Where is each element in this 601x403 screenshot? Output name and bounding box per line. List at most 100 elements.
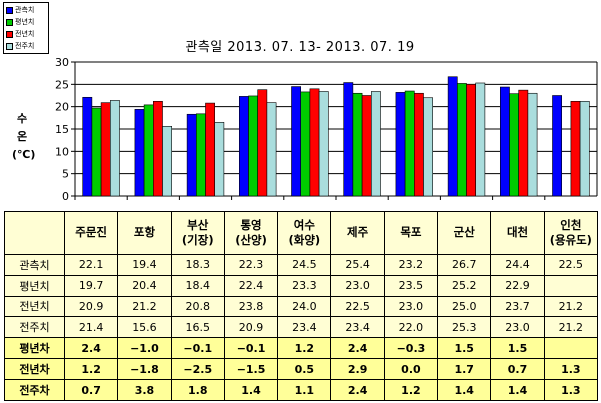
- column-header: 목포: [383, 211, 439, 255]
- table-cell: 1.2: [277, 337, 332, 360]
- bar: [82, 96, 93, 197]
- table-cell: 2.4: [330, 379, 385, 401]
- bar: [361, 95, 372, 197]
- table-row: 평년차 2.4 −1.0 −0.1 −0.1 1.2 2.4 −0.3 1.5 1.5: [4, 337, 598, 360]
- column-header: 군산: [437, 211, 492, 255]
- table-cell: 1.5: [437, 337, 492, 360]
- column-header: 부산 (기장): [170, 211, 225, 255]
- bar: [447, 76, 458, 197]
- legend-label: 전주치: [15, 42, 35, 50]
- y-tick-label: 30: [55, 56, 69, 69]
- bar: [370, 91, 381, 197]
- column-header: 통영 (산양): [223, 211, 279, 255]
- table-row: 전주차 0.7 3.8 1.8 1.4 1.1 2.4 1.2 1.4 1.4 1.3: [4, 379, 598, 401]
- bar: [257, 89, 268, 197]
- bar: [309, 88, 320, 197]
- bar: [110, 100, 120, 197]
- bar: [291, 86, 301, 197]
- table-cell: 20.4: [117, 274, 172, 297]
- bar: [499, 86, 510, 197]
- legend-item: 전년치: [6, 28, 48, 40]
- legend-swatch: [6, 30, 13, 38]
- y-tick-label: 20: [55, 101, 69, 114]
- column-header: 포항: [117, 211, 172, 255]
- table-cell: 21.4: [63, 316, 119, 339]
- table-cell: −0.1: [223, 337, 279, 360]
- table-cell: 2.9: [330, 358, 385, 381]
- table-cell: −0.3: [383, 337, 439, 360]
- table-cell: 23.7: [490, 295, 545, 318]
- bar: [456, 83, 467, 197]
- table-cell: 0.7: [490, 358, 545, 381]
- table-cell: 21.2: [543, 295, 598, 318]
- column-header: 인천 (용유도): [543, 211, 598, 255]
- bar: [186, 113, 197, 197]
- table-cell: 23.4: [330, 316, 385, 339]
- row-label: 관측치: [4, 253, 65, 276]
- row-label: 평년차: [4, 337, 65, 360]
- bar: [570, 101, 581, 197]
- table-cell: 22.9: [490, 274, 545, 297]
- y-tick-label: 25: [55, 78, 69, 91]
- bar: [196, 113, 206, 197]
- row-label: 전년치: [4, 295, 65, 318]
- bar: [100, 102, 111, 197]
- table-row: 전주치 21.4 15.6 16.5 20.9 23.4 23.4 22.0 25.3 23.0 2…: [4, 316, 598, 339]
- y-tick-label: 5: [62, 168, 69, 181]
- legend-label: 관측치: [15, 6, 35, 14]
- table-cell: −1.5: [223, 358, 279, 381]
- bar: [352, 92, 363, 197]
- y-axis-label-line-2: 온: [16, 130, 28, 143]
- table-cell: −1.8: [117, 358, 172, 381]
- table-cell: 23.4: [277, 316, 332, 339]
- table-cell: 25.0: [437, 295, 492, 318]
- column-header: 여수 (화양): [277, 211, 332, 255]
- bar: [552, 95, 562, 197]
- y-tick-label: 0: [62, 190, 69, 203]
- bar: [518, 89, 529, 197]
- bar: [134, 109, 145, 197]
- table-cell: 22.3: [223, 253, 279, 276]
- bar: [214, 122, 225, 197]
- table-corner-cell: [4, 211, 65, 255]
- table-cell: 1.5: [490, 337, 545, 360]
- bar: [143, 104, 154, 197]
- column-header: 주문진: [63, 211, 119, 255]
- table-cell: 23.3: [277, 274, 332, 297]
- table-cell: 0.5: [277, 358, 332, 381]
- table-cell: 22.4: [223, 274, 279, 297]
- table-cell: 23.0: [383, 295, 439, 318]
- table-cell: 2.4: [330, 337, 385, 360]
- table-cell: 16.5: [170, 316, 225, 339]
- table-cell: 19.7: [63, 274, 119, 297]
- table-cell: −2.5: [170, 358, 225, 381]
- table-cell: 24.5: [277, 253, 332, 276]
- y-tick-label: 15: [55, 123, 69, 136]
- bar: [318, 91, 329, 197]
- bar: [300, 91, 311, 197]
- table-cell: 1.3: [543, 358, 598, 381]
- table-cell: 2.4: [63, 337, 119, 360]
- column-header: 제주: [330, 211, 385, 255]
- table-cell: 22.1: [63, 253, 119, 276]
- table-cell: 22.5: [543, 253, 598, 276]
- row-label: 전년차: [4, 358, 65, 381]
- table-cell: 0.7: [63, 379, 119, 401]
- legend-item: 평년치: [6, 16, 48, 28]
- table-cell: 24.0: [277, 295, 332, 318]
- bar: [509, 93, 519, 197]
- table-cell: 24.4: [490, 253, 545, 276]
- bar: [239, 96, 249, 197]
- table-cell: 1.7: [437, 358, 492, 381]
- legend-label: 전년치: [15, 30, 35, 38]
- table-cell: 21.2: [543, 316, 598, 339]
- y-tick-label: 10: [55, 145, 69, 158]
- table-cell: 1.4: [490, 379, 545, 401]
- table-cell: 1.4: [223, 379, 279, 401]
- bar: [395, 92, 406, 197]
- bar: [162, 126, 172, 197]
- chart-title: 관측일 2013. 07. 13- 2013. 07. 19: [185, 40, 415, 55]
- bar: [91, 107, 102, 197]
- bar: [475, 82, 486, 197]
